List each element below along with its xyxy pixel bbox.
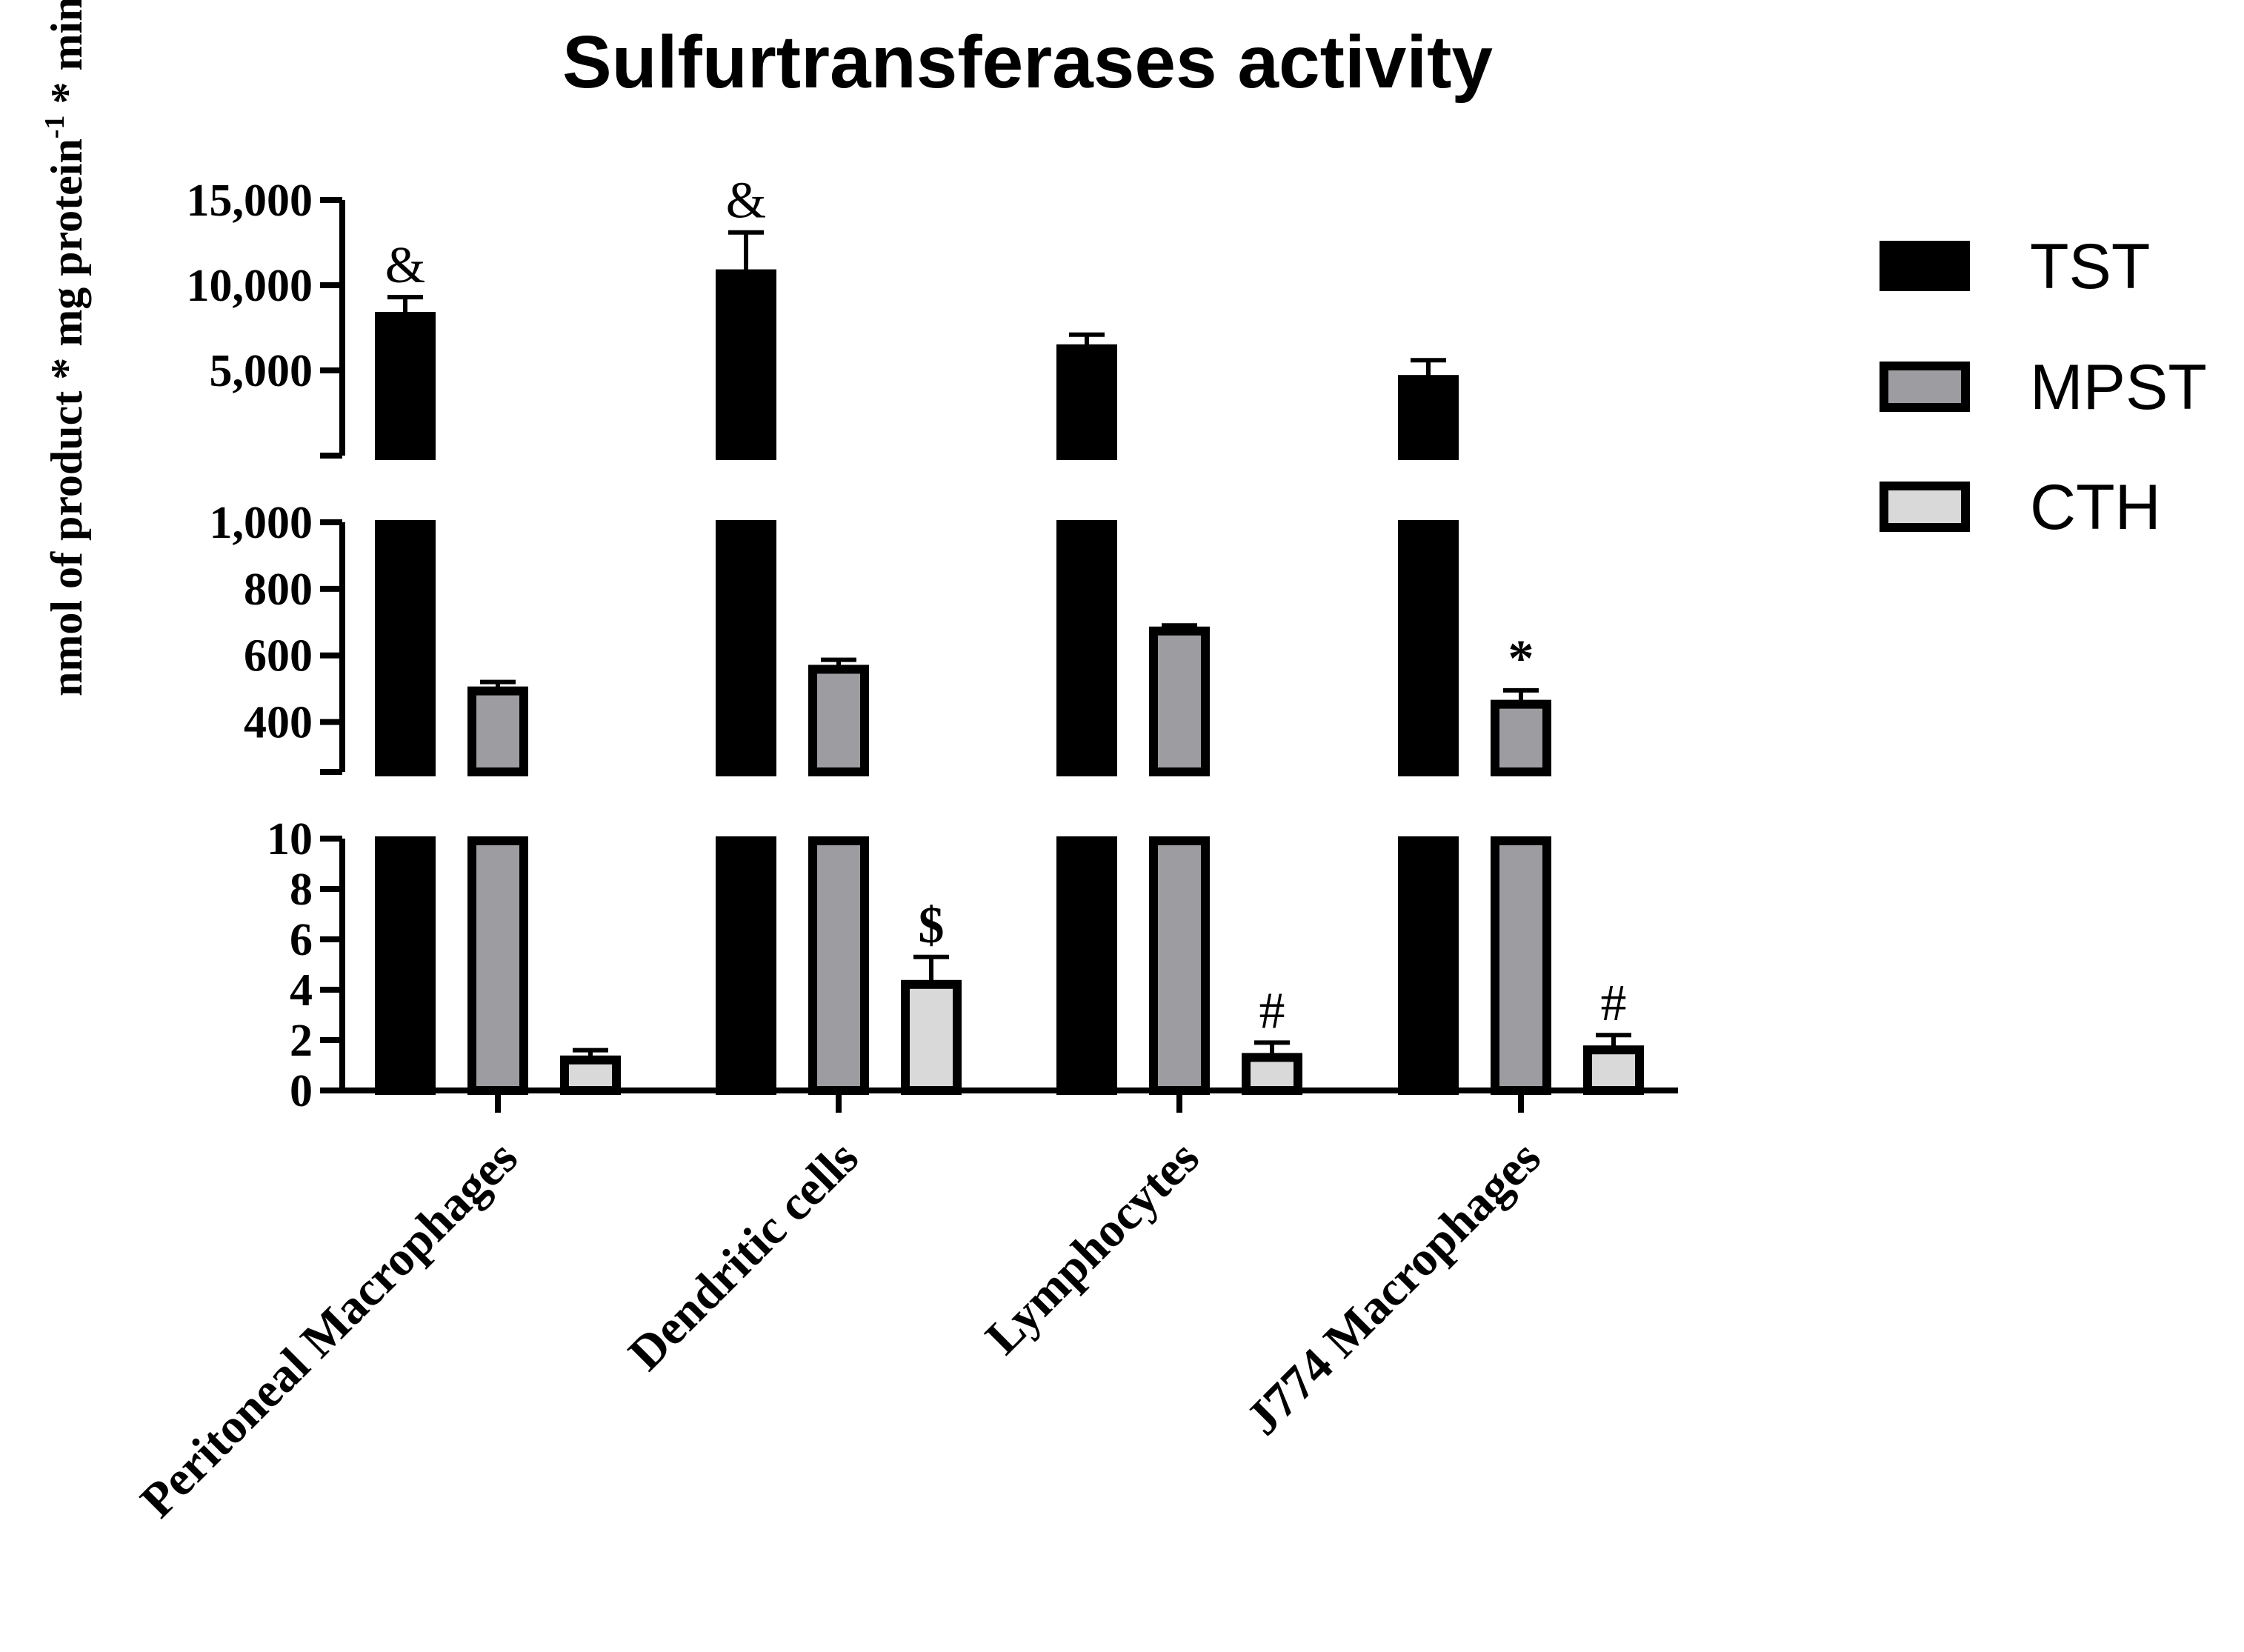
- legend: TST MPST CTH: [1880, 231, 2207, 543]
- y-axis-label-text: nmol of product * mg protein: [42, 139, 91, 696]
- legend-swatch-cth: [1880, 482, 1970, 532]
- y-tick-label: 8: [290, 865, 313, 915]
- legend-label-cth: CTH: [2030, 472, 2161, 543]
- bar-mpst-0-segment-0: [467, 836, 528, 1095]
- bar-tst-1-segment-0: [716, 836, 776, 1095]
- significance-marker: #: [1601, 975, 1627, 1032]
- significance-marker: $: [919, 897, 945, 954]
- y-axis-label-superscript: -1: [39, 116, 70, 139]
- chart-title: Sulfurtransferases activity: [562, 21, 1493, 104]
- y-tick-label: 2: [290, 1016, 313, 1066]
- x-category-label: Lymphocytes: [976, 1130, 1210, 1365]
- bar-mpst-3-segment-1: [1491, 699, 1551, 777]
- bar-mpst-3-segment-0: [1491, 836, 1551, 1095]
- bar-mpst-2-segment-1: [1149, 626, 1210, 777]
- bar-tst-1-segment-1: [716, 520, 776, 776]
- bar-tst-2-segment-0: [1056, 836, 1117, 1095]
- y-tick-label: 15,000: [187, 176, 313, 226]
- significance-marker: &: [385, 237, 425, 294]
- significance-marker: *: [1508, 630, 1534, 687]
- significance-marker: &: [726, 173, 766, 230]
- bar-cth-1-segment-0: [901, 979, 962, 1096]
- bar-tst-2-segment-2: [1056, 344, 1117, 460]
- y-tick-label: 600: [244, 631, 313, 682]
- bar-tst-0-segment-1: [375, 520, 436, 776]
- y-axis-label: nmol of product * mg protein-1 * min-1: [39, 0, 91, 696]
- y-tick-label: 10: [267, 814, 313, 865]
- legend-label-tst: TST: [2030, 231, 2150, 302]
- y-tick-label: 800: [244, 564, 313, 615]
- bar-tst-3-segment-2: [1398, 375, 1459, 461]
- y-axis-label-text: * min: [42, 0, 91, 116]
- bar-layer: & & * $ # #: [375, 173, 1644, 1096]
- y-tick-label: 1,000: [210, 498, 313, 548]
- bar-mpst-0-segment-1: [467, 686, 528, 777]
- y-tick-label: 5,000: [210, 346, 313, 396]
- x-category-label: Peritoneal Macrophages: [130, 1130, 528, 1528]
- y-tick-label: 6: [290, 915, 313, 965]
- bar-tst-0-segment-2: [375, 312, 436, 460]
- y-tick-label: 4: [290, 965, 313, 1016]
- y-tick-label: 0: [290, 1066, 313, 1116]
- bar-tst-3-segment-1: [1398, 520, 1459, 776]
- x-category-label: Dendritic cells: [619, 1130, 869, 1381]
- significance-marker: #: [1259, 982, 1285, 1039]
- bar-tst-2-segment-1: [1056, 520, 1117, 776]
- legend-swatch-mpst: [1880, 362, 1970, 412]
- bar-tst-1-segment-2: [716, 269, 776, 460]
- bar-cth-2-segment-0: [1242, 1053, 1302, 1096]
- legend-label-mpst: MPST: [2030, 352, 2207, 423]
- bar-tst-3-segment-0: [1398, 836, 1459, 1095]
- svg-text:nmol of product * mg protein-1: nmol of product * mg protein-1 * min-1: [39, 0, 91, 696]
- bar-mpst-2-segment-0: [1149, 836, 1210, 1095]
- bar-tst-0-segment-0: [375, 836, 436, 1095]
- y-tick-label: 400: [244, 698, 313, 748]
- bar-cth-3-segment-0: [1583, 1045, 1644, 1095]
- bar-mpst-1-segment-0: [808, 836, 869, 1095]
- legend-swatch-tst: [1880, 241, 1970, 291]
- bar-cth-0-segment-0: [560, 1055, 621, 1096]
- bar-mpst-1-segment-1: [808, 665, 869, 777]
- x-category-label: J774 Macrophages: [1236, 1130, 1551, 1445]
- y-tick-label: 10,000: [187, 261, 313, 311]
